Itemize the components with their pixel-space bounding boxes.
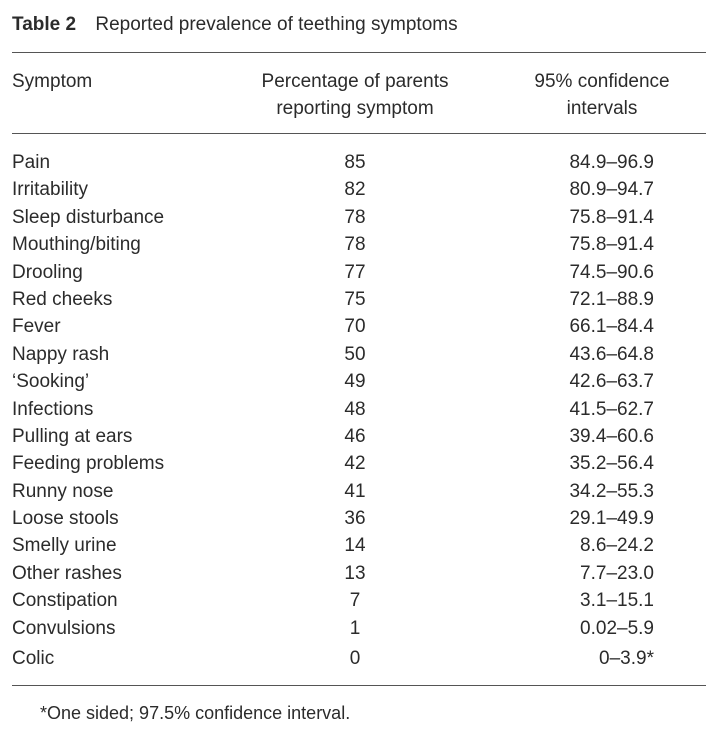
ci-cell: 66.1–84.4 [569,316,654,338]
ci-cell: 0–3.9* [599,648,654,670]
table-row: Feeding problems 42 35.2–56.4 [0,450,720,477]
table-row: Other rashes 13 7.7–23.0 [0,560,720,587]
table-row: Runny nose 41 34.2–55.3 [0,478,720,505]
ci-cell: 84.9–96.9 [569,152,654,173]
table-row: Red cheeks 75 72.1–88.9 [0,286,720,313]
header-percentage-line1: Percentage of parents [261,71,449,92]
symptom-cell: Irritability [12,179,89,201]
symptom-cell: Mouthing/biting [12,234,141,256]
header-confidence-interval: 95% confidence intervals [507,68,697,122]
symptom-cell: Runny nose [12,480,114,502]
symptom-cell: Nappy rash [12,343,110,365]
symptom-cell: Loose stools [12,508,119,530]
ci-cell: 8.6–24.2 [580,535,654,557]
percentage-cell: 36 [344,508,366,530]
percentage-cell: 14 [344,535,366,557]
ci-cell: 7.7–23.0 [580,562,654,584]
table-row: Nappy rash 50 43.6–64.8 [0,341,720,368]
ci-cell: 43.6–64.8 [569,343,654,365]
percentage-cell: 13 [344,562,366,584]
header-symptom: Symptom [12,71,93,92]
table-row: Sleep disturbance 78 75.8–91.4 [0,204,720,231]
table-label: Table 2 [12,14,77,35]
percentage-cell: 49 [344,371,366,393]
symptom-cell: Red cheeks [12,288,113,310]
ci-cell: 72.1–88.9 [569,288,654,310]
table-row: Colic 0 0–3.9* [0,645,720,672]
symptom-cell: Fever [12,316,61,338]
table-row: Fever 70 66.1–84.4 [0,313,720,340]
table-footnote: *One sided; 97.5% confidence interval. [40,703,351,723]
symptom-cell: Drooling [12,261,83,283]
header-ci-line2: intervals [566,98,638,119]
header-percentage: Percentage of parents reporting symptom [226,68,484,122]
symptom-cell: Pain [12,152,51,173]
ci-cell: 3.1–15.1 [580,590,654,612]
symptom-cell: Convulsions [12,617,116,639]
symptom-cell: Smelly urine [12,535,117,557]
percentage-cell: 77 [344,261,366,283]
table-row: Drooling 77 74.5–90.6 [0,259,720,286]
header-rule [12,133,706,134]
table-body: Pain 85 84.9–96.9 Irritability 82 80.9–94.7 … [0,149,720,672]
percentage-cell: 75 [344,288,366,310]
ci-cell: 75.8–91.4 [569,234,654,256]
percentage-cell: 82 [344,179,366,201]
symptom-cell: Constipation [12,590,118,612]
percentage-cell: 41 [344,480,366,502]
symptom-cell: Pulling at ears [12,425,133,447]
percentage-cell: 50 [344,343,366,365]
symptom-cell: Colic [12,648,55,670]
percentage-cell: 42 [344,453,366,475]
percentage-cell: 7 [349,590,361,612]
table-row: Pulling at ears 46 39.4–60.6 [0,423,720,450]
table-caption: Table 2 Reported prevalence of teething … [12,14,458,36]
table-row: Infections 48 41.5–62.7 [0,396,720,423]
ci-cell: 29.1–49.9 [569,508,654,530]
top-rule [12,52,706,53]
percentage-cell: 78 [344,234,366,256]
table-title: Reported prevalence of teething symptoms [95,14,458,35]
ci-cell: 39.4–60.6 [569,425,654,447]
ci-cell: 74.5–90.6 [569,261,654,283]
symptom-cell: Other rashes [12,562,122,584]
header-ci-line1: 95% confidence [534,71,670,92]
ci-cell: 80.9–94.7 [569,179,654,201]
bottom-rule [12,685,706,686]
percentage-cell: 46 [344,425,366,447]
ci-cell: 42.6–63.7 [569,371,654,393]
ci-cell: 0.02–5.9 [580,617,654,639]
table-row: Pain 85 84.9–96.9 [0,149,720,176]
table-row: Mouthing/biting 78 75.8–91.4 [0,231,720,258]
table-row: Convulsions 1 0.02–5.9 [0,615,720,642]
percentage-cell: 0 [349,648,361,670]
symptom-cell: ‘Sooking’ [12,371,90,393]
table-row: ‘Sooking’ 49 42.6–63.7 [0,368,720,395]
percentage-cell: 85 [344,152,366,173]
table-row: Irritability 82 80.9–94.7 [0,176,720,203]
percentage-cell: 70 [344,316,366,338]
percentage-cell: 1 [349,617,361,639]
symptom-cell: Infections [12,398,94,420]
ci-cell: 75.8–91.4 [569,206,654,228]
percentage-cell: 48 [344,398,366,420]
table-row: Smelly urine 14 8.6–24.2 [0,532,720,559]
ci-cell: 35.2–56.4 [569,453,654,475]
table-row: Constipation 7 3.1–15.1 [0,587,720,614]
ci-cell: 41.5–62.7 [569,398,654,420]
symptom-cell: Sleep disturbance [12,206,165,228]
header-percentage-line2: reporting symptom [276,98,434,119]
ci-cell: 34.2–55.3 [569,480,654,502]
table-row: Loose stools 36 29.1–49.9 [0,505,720,532]
percentage-cell: 78 [344,206,366,228]
symptom-cell: Feeding problems [12,453,165,475]
